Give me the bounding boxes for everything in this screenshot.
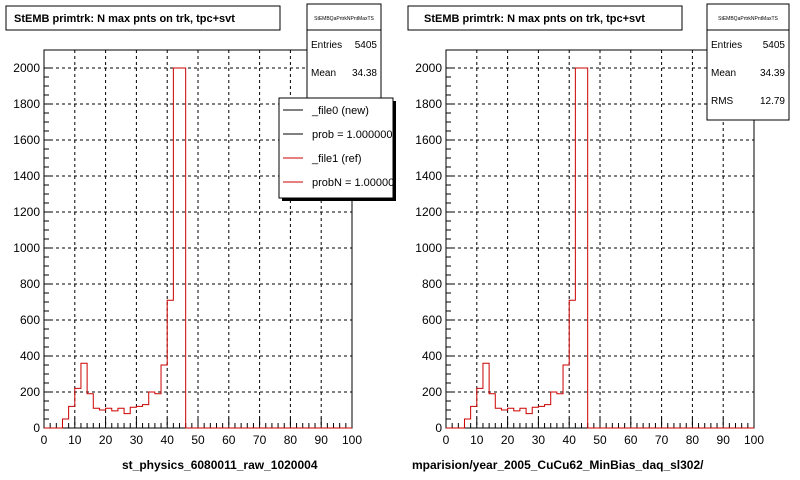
legend-entry-label: probN = 1.000000 [312, 177, 400, 189]
y-tick-label: 1400 [415, 169, 442, 183]
histogram-panel-2: 0 10 20 30 40 50 60 70 80 90 100020040060080010001… [407, 3, 790, 472]
x-tick-label: 60 [222, 433, 236, 447]
x-tick-label: 20 [99, 433, 113, 447]
histogram-series-line [446, 67, 754, 429]
x-tick-label: 20 [501, 433, 515, 447]
x-tick-label: 50 [593, 433, 607, 447]
x-tick-label: 60 [624, 433, 638, 447]
x-tick-label: 10 [68, 433, 82, 447]
x-tick-label: 40 [161, 433, 175, 447]
x-tick-label: 10 [470, 433, 484, 447]
y-tick-label: 2000 [13, 61, 40, 75]
x-tick-label: 90 [717, 433, 731, 447]
x-tick-label: 30 [130, 433, 144, 447]
legend-entry-label: _file1 (ref) [311, 153, 362, 165]
stats-value: 5405 [355, 40, 378, 51]
legend-box [278, 97, 394, 199]
y-tick-label: 800 [20, 277, 40, 291]
stats-label: Mean [311, 68, 336, 79]
x-tick-label: 30 [532, 433, 546, 447]
y-tick-label: 1800 [13, 97, 40, 111]
y-tick-label: 600 [20, 313, 40, 327]
stats-value: 34.38 [352, 68, 377, 79]
legend-entry-label: prob = 1.000000 [312, 129, 392, 141]
histogram-series-line [44, 67, 352, 429]
y-tick-label: 800 [422, 277, 442, 291]
x-tick-label: 90 [315, 433, 329, 447]
y-tick-label: 1000 [415, 241, 442, 255]
stats-box-name: StEMBQaPrtrkNPntMaxTS [718, 16, 778, 22]
x-tick-label: 0 [443, 433, 450, 447]
y-tick-label: 400 [20, 349, 40, 363]
y-tick-label: 200 [422, 385, 442, 399]
y-tick-label: 1800 [415, 97, 442, 111]
x-tick-label: 50 [191, 433, 205, 447]
x-axis-label: st_physics_6080011_raw_1020004 [122, 458, 318, 472]
y-tick-label: 1600 [13, 133, 40, 147]
stats-label: Entries [711, 40, 742, 51]
y-tick-label: 1200 [415, 205, 442, 219]
y-tick-label: 1200 [13, 205, 40, 219]
y-tick-label: 0 [33, 421, 40, 435]
x-tick-label: 80 [284, 433, 298, 447]
chart-title: StEMB primtrk: N max pnts on trk, tpc+sv… [14, 13, 235, 25]
stats-label: RMS [711, 96, 734, 107]
x-axis-label: mparision/year_2005_CuCu62_MinBias_daq_s… [412, 458, 704, 472]
y-tick-label: 200 [20, 385, 40, 399]
stats-label: Entries [311, 40, 342, 51]
x-tick-label: 70 [253, 433, 267, 447]
title-box [407, 5, 683, 31]
y-tick-label: 1600 [415, 133, 442, 147]
x-tick-label: 40 [563, 433, 577, 447]
y-tick-label: 1000 [13, 241, 40, 255]
stats-value: 34.39 [760, 68, 785, 79]
stats-box [306, 3, 382, 105]
chart-title: StEMB primtrk: N max pnts on trk, tpc+sv… [424, 13, 645, 25]
x-tick-label: 100 [744, 433, 764, 447]
title-box [5, 5, 281, 31]
y-tick-label: 0 [435, 421, 442, 435]
y-tick-label: 1400 [13, 169, 40, 183]
stats-value: 12.79 [760, 96, 785, 107]
x-tick-label: 70 [655, 433, 669, 447]
stats-box [706, 3, 790, 121]
y-tick-label: 400 [422, 349, 442, 363]
x-tick-label: 100 [342, 433, 362, 447]
histogram-panel-1: 0 10 20 30 40 50 60 70 80 90 100020040060080010001… [5, 3, 400, 472]
legend-entry-label: _file0 (new) [311, 105, 369, 117]
x-tick-label: 0 [41, 433, 48, 447]
legend: _file0 (new) prob = 1.000000 _file1 (ref) p… [283, 105, 400, 189]
y-tick-label: 600 [422, 313, 442, 327]
y-tick-label: 2000 [415, 61, 442, 75]
x-tick-label: 80 [686, 433, 700, 447]
stats-label: Mean [711, 68, 736, 79]
stats-box-name: StEMBQaPrtrkNPntMaxTS [314, 16, 374, 22]
stats-value: 5405 [763, 40, 786, 51]
